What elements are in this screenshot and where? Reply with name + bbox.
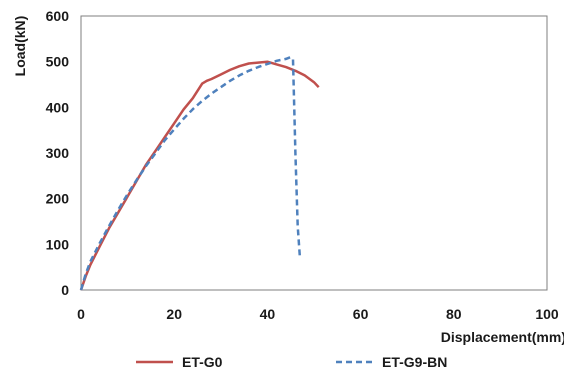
- y-tick-label: 300: [46, 145, 70, 161]
- x-tick-label: 80: [446, 306, 462, 322]
- x-tick-label: 0: [77, 306, 85, 322]
- y-axis-title: Load(kN): [12, 16, 28, 77]
- x-tick-label: 60: [353, 306, 369, 322]
- y-tick-label: 600: [46, 8, 70, 24]
- plot-area: [80, 15, 548, 291]
- legend-label-et-g0: ET-G0: [182, 354, 223, 370]
- y-tick-label: 500: [46, 54, 70, 70]
- x-tick-label: 100: [535, 306, 559, 322]
- x-tick-label: 40: [260, 306, 276, 322]
- y-tick-label: 200: [46, 191, 70, 207]
- series-line-et-g0: [79, 60, 320, 291]
- legend-label-et-g9-bn: ET-G9-BN: [382, 354, 447, 370]
- series-line-et-g9-bn: [79, 55, 302, 291]
- y-tick-label: 400: [46, 99, 70, 115]
- series-layer: [79, 55, 320, 291]
- y-tick-label: 100: [46, 236, 70, 252]
- x-tick-label: 20: [166, 306, 182, 322]
- legend: ET-G0 ET-G9-BN: [136, 354, 447, 370]
- y-axis: 0 100 200 300 400 500 600: [46, 8, 70, 298]
- y-tick-label: 0: [61, 282, 69, 298]
- x-axis: 0 20 40 60 80 100: [77, 306, 559, 322]
- x-axis-title: Displacement(mm): [441, 329, 564, 345]
